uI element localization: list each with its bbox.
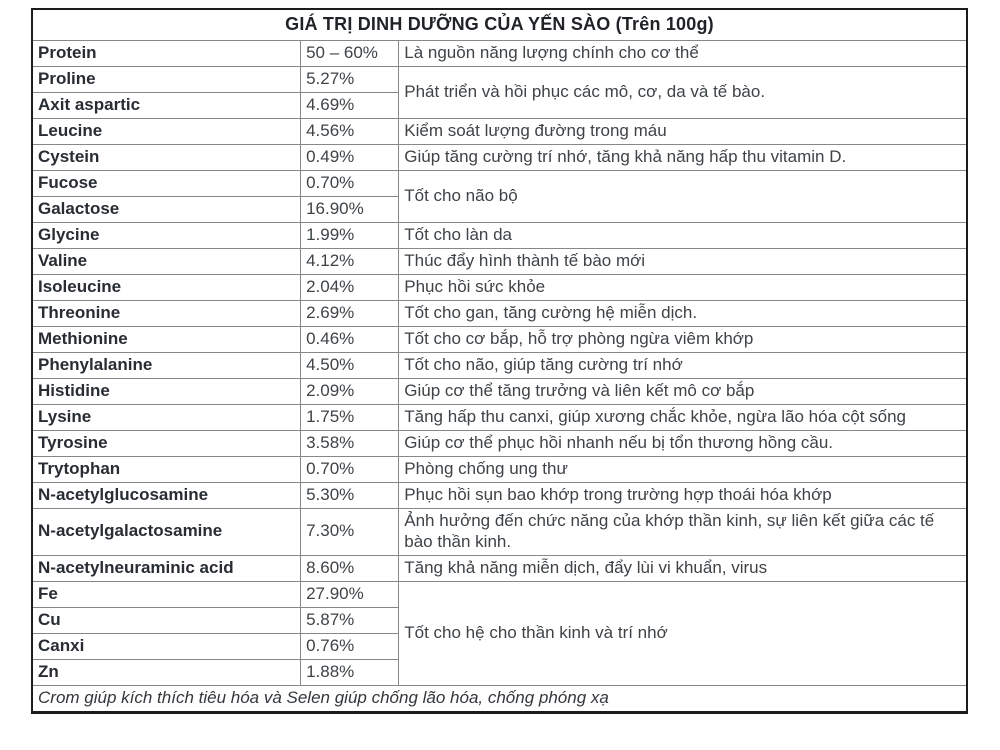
nutrient-benefit: Là nguồn năng lượng chính cho cơ thể bbox=[398, 39, 968, 67]
nutrient-name: N-acetylgalactosamine bbox=[31, 507, 302, 556]
nutrient-name: Galactose bbox=[31, 195, 302, 223]
nutrient-name: Leucine bbox=[31, 117, 302, 145]
table-row: N-acetylneuraminic acid 8.60% Tăng khả năn… bbox=[31, 555, 968, 582]
nutrient-value: 1.88% bbox=[300, 659, 400, 686]
table-row: Fe 27.90% Tốt cho hệ cho thần kinh và trí … bbox=[31, 581, 968, 686]
nutrient-name: Phenylalanine bbox=[31, 351, 302, 379]
nutrient-benefit: Tốt cho não, giúp tăng cường trí nhớ bbox=[398, 351, 968, 379]
table-row: Leucine 4.56% Kiểm soát lượng đường trong … bbox=[31, 117, 968, 145]
nutrient-value: 0.76% bbox=[300, 633, 400, 660]
table-title: GIÁ TRỊ DINH DƯỠNG CỦA YẾN SÀO (Trên 100… bbox=[31, 8, 968, 41]
nutrient-benefit: Tăng khả năng miễn dịch, đẩy lùi vi khuẩ… bbox=[398, 555, 968, 582]
nutrient-benefit: Kiểm soát lượng đường trong máu bbox=[398, 117, 968, 145]
nutrient-value: 0.70% bbox=[300, 169, 400, 197]
nutrient-value: 27.90% bbox=[300, 581, 400, 608]
nutrition-table-body: GIÁ TRỊ DINH DƯỠNG CỦA YẾN SÀO (Trên 100… bbox=[31, 8, 968, 713]
nutrient-value: 2.04% bbox=[300, 273, 400, 301]
nutrient-benefit: Tốt cho gan, tăng cường hệ miễn dịch. bbox=[398, 299, 968, 327]
nutrient-name: Trytophan bbox=[31, 455, 302, 483]
nutrient-benefit: Giúp tăng cường trí nhớ, tăng khả năng h… bbox=[398, 143, 968, 171]
nutrient-name: Cu bbox=[31, 607, 302, 634]
table-row: Proline 5.27% Phát triển và hồi phục các m… bbox=[31, 65, 968, 119]
nutrient-name: Methionine bbox=[31, 325, 302, 353]
nutrient-benefit: Giúp cơ thể phục hồi nhanh nếu bị tổn th… bbox=[398, 429, 968, 457]
nutrient-value: 0.46% bbox=[300, 325, 400, 353]
nutrient-value: 7.30% bbox=[300, 507, 400, 556]
nutrient-value: 5.30% bbox=[300, 481, 400, 509]
table-row: Fucose 0.70% Tốt cho não bộ bbox=[31, 169, 968, 223]
nutrient-value: 3.58% bbox=[300, 429, 400, 457]
nutrient-name: Canxi bbox=[31, 633, 302, 660]
nutrient-value: 2.69% bbox=[300, 299, 400, 327]
nutrient-benefit: Phục hồi sức khỏe bbox=[398, 273, 968, 301]
table-row: N-acetylglucosamine 5.30% Phục hồi sụn bao… bbox=[31, 481, 968, 509]
nutrient-name: Fucose bbox=[31, 169, 302, 197]
nutrient-name: Protein bbox=[31, 39, 302, 67]
nutrient-benefit: Tốt cho hệ cho thần kinh và trí nhớ bbox=[398, 581, 968, 686]
nutrient-name: Valine bbox=[31, 247, 302, 275]
nutrient-benefit: Phát triển và hồi phục các mô, cơ, da và… bbox=[398, 65, 968, 119]
nutrient-name: Tyrosine bbox=[31, 429, 302, 457]
nutrient-value: 0.49% bbox=[300, 143, 400, 171]
nutrient-value: 4.12% bbox=[300, 247, 400, 275]
nutrient-benefit: Thúc đẩy hình thành tế bào mới bbox=[398, 247, 968, 275]
nutrient-benefit: Tốt cho não bộ bbox=[398, 169, 968, 223]
nutrient-value: 4.50% bbox=[300, 351, 400, 379]
nutrient-benefit: Tốt cho cơ bắp, hỗ trợ phòng ngừa viêm k… bbox=[398, 325, 968, 353]
nutrient-name: Lysine bbox=[31, 403, 302, 431]
table-row: Protein 50 – 60% Là nguồn năng lượng chính… bbox=[31, 39, 968, 67]
nutrient-benefit: Giúp cơ thể tăng trưởng và liên kết mô c… bbox=[398, 377, 968, 405]
nutrient-value: 1.99% bbox=[300, 221, 400, 249]
title-row: GIÁ TRỊ DINH DƯỠNG CỦA YẾN SÀO (Trên 100… bbox=[31, 8, 968, 41]
table-row: Valine 4.12% Thúc đẩy hình thành tế bào mớ… bbox=[31, 247, 968, 275]
nutrient-benefit: Phòng chống ung thư bbox=[398, 455, 968, 483]
table-row: Lysine 1.75% Tăng hấp thu canxi, giúp xươn… bbox=[31, 403, 968, 431]
nutrient-name: Cystein bbox=[31, 143, 302, 171]
nutrient-name: Proline bbox=[31, 65, 302, 93]
nutrient-value: 5.27% bbox=[300, 65, 400, 93]
nutrient-name: Isoleucine bbox=[31, 273, 302, 301]
nutrient-value: 0.70% bbox=[300, 455, 400, 483]
table-row: Canxi 0.76% bbox=[31, 633, 967, 660]
nutrient-name: Histidine bbox=[31, 377, 302, 405]
footer-note: Crom giúp kích thích tiêu hóa và Selen g… bbox=[31, 685, 968, 713]
nutrition-table: GIÁ TRỊ DINH DƯỠNG CỦA YẾN SÀO (Trên 100… bbox=[31, 8, 968, 714]
nutrient-value: 4.56% bbox=[300, 117, 400, 145]
table-row: Methionine 0.46% Tốt cho cơ bắp, hỗ trợ ph… bbox=[31, 325, 968, 353]
table-row: Axit aspartic 4.69% bbox=[31, 91, 967, 119]
table-row: Zn 1.88% bbox=[31, 659, 967, 686]
nutrient-name: Fe bbox=[31, 581, 302, 608]
nutrient-value: 1.75% bbox=[300, 403, 400, 431]
nutrient-name: Threonine bbox=[31, 299, 302, 327]
nutrient-value: 8.60% bbox=[300, 555, 400, 582]
table-row: Threonine 2.69% Tốt cho gan, tăng cường hệ… bbox=[31, 299, 968, 327]
nutrient-benefit: Tốt cho làn da bbox=[398, 221, 968, 249]
nutrient-name: Glycine bbox=[31, 221, 302, 249]
table-row: Glycine 1.99% Tốt cho làn da bbox=[31, 221, 968, 249]
nutrient-value: 5.87% bbox=[300, 607, 400, 634]
nutrient-name: N-acetylneuraminic acid bbox=[31, 555, 302, 582]
table-row: Cu 5.87% bbox=[31, 607, 967, 634]
table-row: Histidine 2.09% Giúp cơ thể tăng trưởng và… bbox=[31, 377, 968, 405]
table-row: Phenylalanine 4.50% Tốt cho não, giúp tăng… bbox=[31, 351, 968, 379]
nutrient-benefit: Phục hồi sụn bao khớp trong trường hợp t… bbox=[398, 481, 968, 509]
nutrient-value: 50 – 60% bbox=[300, 39, 400, 67]
footer-row: Crom giúp kích thích tiêu hóa và Selen g… bbox=[31, 685, 968, 713]
table-row: Trytophan 0.70% Phòng chống ung thư bbox=[31, 455, 968, 483]
nutrient-value: 2.09% bbox=[300, 377, 400, 405]
table-row: Tyrosine 3.58% Giúp cơ thể phục hồi nhanh … bbox=[31, 429, 968, 457]
nutrient-benefit: Ảnh hưởng đến chức năng của khớp thần ki… bbox=[398, 507, 968, 556]
table-row: Isoleucine 2.04% Phục hồi sức khỏe bbox=[31, 273, 968, 301]
nutrient-benefit: Tăng hấp thu canxi, giúp xương chắc khỏe… bbox=[398, 403, 968, 431]
nutrient-value: 16.90% bbox=[300, 195, 400, 223]
nutrient-name: Zn bbox=[31, 659, 302, 686]
nutrient-value: 4.69% bbox=[300, 91, 400, 119]
table-row: Cystein 0.49% Giúp tăng cường trí nhớ, tăn… bbox=[31, 143, 968, 171]
table-row: N-acetylgalactosamine 7.30% Ảnh hưởng đến … bbox=[31, 507, 968, 556]
nutrient-name: N-acetylglucosamine bbox=[31, 481, 302, 509]
nutrient-name: Axit aspartic bbox=[31, 91, 302, 119]
